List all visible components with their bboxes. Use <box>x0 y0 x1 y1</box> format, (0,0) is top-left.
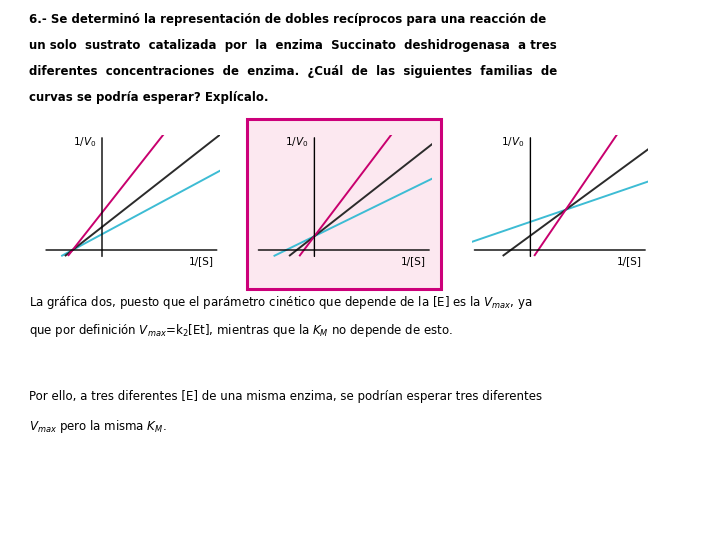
Text: curvas se podría esperar? Explícalo.: curvas se podría esperar? Explícalo. <box>29 91 269 104</box>
Text: 1/$V_0$: 1/$V_0$ <box>501 135 524 149</box>
Text: 6.- Se determinó la representación de dobles recíprocos para una reacción de: 6.- Se determinó la representación de do… <box>29 14 546 26</box>
Text: que por definición $V_{max}$=k$_2$[Et], mientras que la $K_M$ no depende de esto: que por definición $V_{max}$=k$_2$[Et], … <box>29 322 453 339</box>
Text: $V_{max}$ pero la misma $K_M$.: $V_{max}$ pero la misma $K_M$. <box>29 418 166 435</box>
Text: 1/[S]: 1/[S] <box>189 256 214 266</box>
Text: diferentes  concentraciones  de  enzima.  ¿Cuál  de  las  siguientes  familias  : diferentes concentraciones de enzima. ¿C… <box>29 65 557 78</box>
Text: Por ello, a tres diferentes [E] de una misma enzima, se podrían esperar tres dif: Por ello, a tres diferentes [E] de una m… <box>29 390 542 403</box>
Text: 1/$V_0$: 1/$V_0$ <box>285 135 308 149</box>
Text: 1/$V_0$: 1/$V_0$ <box>73 135 96 149</box>
Text: 1/[S]: 1/[S] <box>617 256 642 266</box>
Text: La gráfica dos, puesto que el parámetro cinético que depende de la [E] es la $V_: La gráfica dos, puesto que el parámetro … <box>29 294 532 311</box>
Text: un solo  sustrato  catalizada  por  la  enzima  Succinato  deshidrogenasa  a tre: un solo sustrato catalizada por la enzim… <box>29 39 557 52</box>
Text: 1/[S]: 1/[S] <box>401 256 426 266</box>
